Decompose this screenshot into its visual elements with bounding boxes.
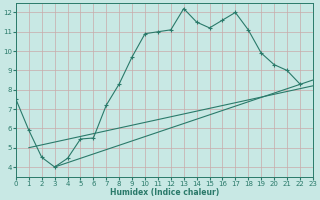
X-axis label: Humidex (Indice chaleur): Humidex (Indice chaleur) — [110, 188, 219, 197]
